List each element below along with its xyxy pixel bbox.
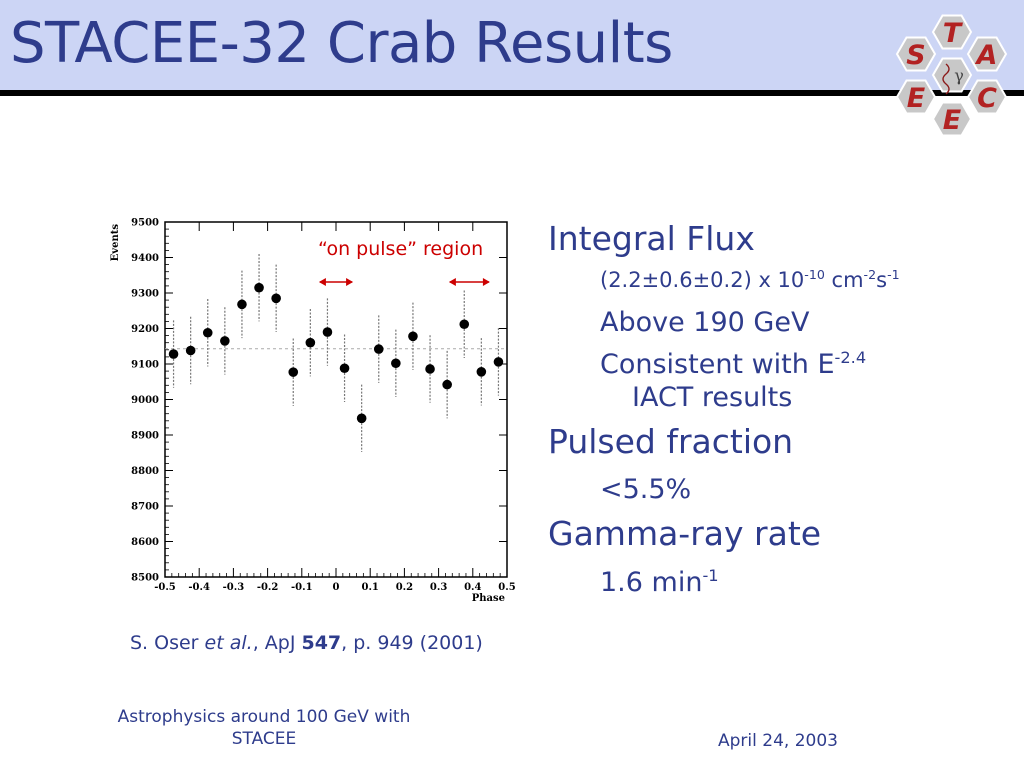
data-point xyxy=(220,336,230,346)
y-tick-label: 9000 xyxy=(131,395,159,406)
x-tick-label: -0.1 xyxy=(291,582,313,593)
x-tick-label: 0.3 xyxy=(430,582,447,593)
x-tick-label: -0.2 xyxy=(257,582,279,593)
y-tick-label: 8800 xyxy=(131,466,159,477)
on-pulse-arrow-left-head xyxy=(448,278,456,286)
y-tick-label: 9200 xyxy=(131,324,159,335)
data-point xyxy=(408,331,418,342)
energy-threshold: Above 190 GeV xyxy=(600,307,810,338)
gamma-rate-value: 1.6 min-1 xyxy=(600,566,719,598)
on-pulse-arrow xyxy=(448,278,490,286)
y-tick-label: 9400 xyxy=(131,253,159,264)
data-point xyxy=(288,367,299,377)
logo-hex xyxy=(966,36,1008,72)
x-tick-label: -0.5 xyxy=(154,582,176,593)
x-tick-label: 0.1 xyxy=(361,582,378,593)
data-point xyxy=(237,299,247,310)
y-tick-label: 9100 xyxy=(131,360,159,371)
y-tick-label: 8500 xyxy=(131,573,159,584)
x-tick-label: 0.2 xyxy=(396,582,413,593)
data-point xyxy=(185,345,196,356)
logo-hex xyxy=(966,79,1008,115)
logo-hex xyxy=(895,36,937,72)
on-pulse-arrow-right-head xyxy=(346,278,354,286)
y-tick-label: 8700 xyxy=(131,502,159,513)
logo-letter: T xyxy=(943,18,964,49)
y-tick-label: 9500 xyxy=(131,218,159,229)
data-point xyxy=(271,293,281,304)
logo-hex xyxy=(895,79,937,115)
citation: S. Oser et al., ApJ 547, p. 949 (2001) xyxy=(130,632,483,654)
x-axis-label: Phase xyxy=(472,593,505,604)
on-pulse-arrow-right-head xyxy=(482,278,490,286)
data-point xyxy=(373,344,384,354)
bullet-pulsed-fraction: Pulsed fraction xyxy=(548,422,794,461)
data-point xyxy=(202,327,213,338)
data-point xyxy=(459,319,470,330)
data-point xyxy=(339,363,350,374)
data-point xyxy=(442,379,452,390)
data-point xyxy=(168,349,179,359)
events-vs-phase-plot: 8500 8600 8700 8800 8900 9000 9100 9200 9300 9400… xyxy=(110,218,516,605)
plot-frame xyxy=(164,221,508,578)
logo-gamma: γ xyxy=(954,66,964,85)
logo-letter: S xyxy=(906,40,925,71)
y-tick-label: 8600 xyxy=(131,537,159,548)
on-pulse-arrow xyxy=(318,278,354,286)
bullet-gamma-rate: Gamma-ray rate xyxy=(548,514,822,553)
flux-value: (2.2±0.6±0.2) x 10-10 cm-2s-1 xyxy=(600,267,900,292)
logo-hex xyxy=(931,14,973,50)
y-tick-label: 9300 xyxy=(131,289,159,300)
data-point xyxy=(254,282,264,293)
logo-letter: A xyxy=(975,40,998,71)
title-rule xyxy=(0,90,1024,96)
y-tick-label: 8900 xyxy=(131,431,159,442)
results-list: Integral Flux (2.2±0.6±0.2) x 10-10 cm-2… xyxy=(548,222,900,610)
x-tick-label: 0 xyxy=(333,582,340,593)
slide-title: STACEE-32 Crab Results xyxy=(10,11,673,76)
data-point xyxy=(391,358,401,369)
logo-center-hex xyxy=(931,57,973,93)
logo-hex xyxy=(931,101,973,137)
photon-squiggle-icon xyxy=(942,63,950,95)
data-point xyxy=(356,413,367,424)
footer-date: April 24, 2003 xyxy=(718,731,838,751)
x-tick-label: 0.4 xyxy=(464,582,481,593)
pulsed-fraction-value: <5.5% xyxy=(600,474,692,505)
bullet-integral-flux: Integral Flux xyxy=(548,219,755,258)
logo-letter: E xyxy=(943,105,962,136)
x-tick-label: 0.5 xyxy=(498,582,515,593)
data-point xyxy=(476,367,487,377)
data-point xyxy=(425,364,435,374)
data-point xyxy=(305,337,316,348)
x-tick-label: -0.3 xyxy=(223,582,245,593)
stacee-logo: TS AE CEγ xyxy=(895,14,1008,137)
x-tick-label: -0.4 xyxy=(188,582,210,593)
spectrum-consistency: Consistent with E-2.4 IACT results xyxy=(600,348,867,413)
logo-letter: C xyxy=(977,83,997,114)
data-point xyxy=(493,357,504,367)
footer-talk-title: Astrophysics around 100 GeV with STACEE xyxy=(117,707,411,750)
title-bar xyxy=(0,0,1024,90)
data-point xyxy=(322,327,333,337)
on-pulse-arrow-left-head xyxy=(318,278,326,286)
logo-letter: E xyxy=(907,83,926,114)
y-axis-label: Events xyxy=(110,224,121,262)
on-pulse-annotation: “on pulse” region xyxy=(318,238,484,260)
